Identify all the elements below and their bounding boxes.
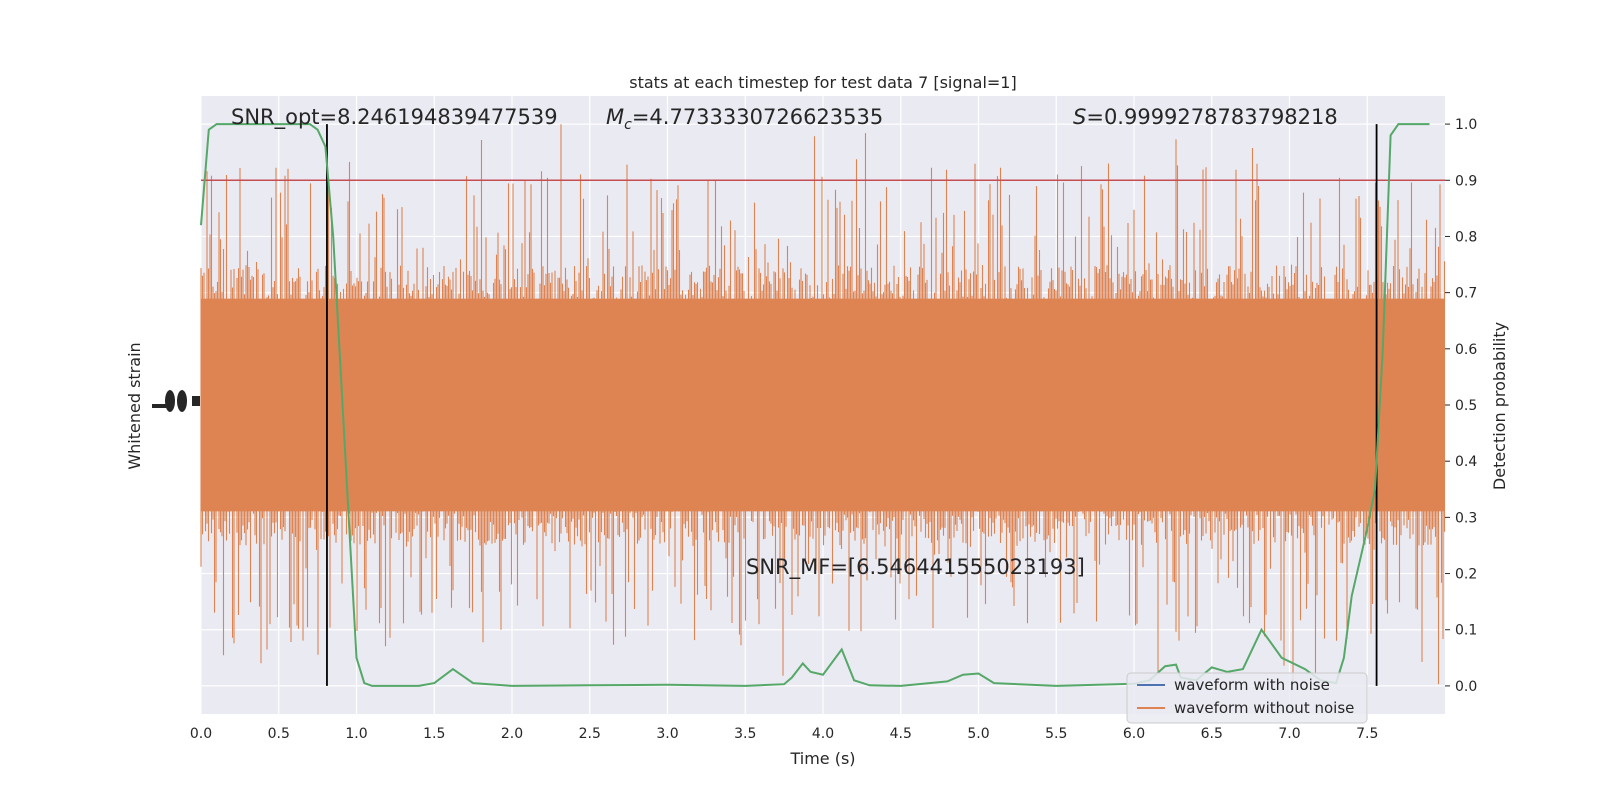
snr-opt-annotation: SNR_opt=8.246194839477539 [231, 105, 558, 130]
x-tick-label: 4.0 [812, 726, 834, 742]
mc-value: =4.7733330726623535 [632, 105, 883, 129]
x-tick-label: 2.0 [501, 726, 523, 742]
x-tick-label: 1.0 [345, 726, 367, 742]
tick-labels: 0.0 0.5 1.0 1.5 2.0 2.5 3.0 3.5 4.0 4.5 5.0 5.5 6.0 6… [190, 117, 1477, 742]
x-tick-label: 3.0 [656, 726, 678, 742]
s-annotation: S=0.9999278783798218 [1073, 105, 1338, 129]
x-tick-label: 5.5 [1045, 726, 1067, 742]
legend-box [1126, 672, 1368, 724]
x-tick-label: 5.0 [967, 726, 989, 742]
s-value: =0.9999278783798218 [1086, 105, 1337, 129]
legend-label-with-noise: waveform with noise [1174, 676, 1330, 694]
y-tick-label-right: 0.3 [1455, 510, 1477, 526]
snr-mf-annotation: SNR_MF=[6.546441555023193] [746, 555, 1085, 580]
y-axis-label-right: Detection probability [1490, 322, 1509, 490]
y-tick-label-right: 0.5 [1455, 398, 1477, 414]
y-tick-label-right: 0.4 [1455, 454, 1477, 470]
x-tick-label: 0.0 [190, 726, 212, 742]
x-tick-label: 3.5 [734, 726, 756, 742]
y-tick-label-right: 0.7 [1455, 286, 1477, 302]
y-tick-label-right: 0.1 [1455, 623, 1477, 639]
x-tick-label: 7.0 [1278, 726, 1300, 742]
x-tick-label: 7.5 [1356, 726, 1378, 742]
x-tick-label: 6.0 [1123, 726, 1145, 742]
x-tick-label: 1.5 [423, 726, 445, 742]
x-tick-label: 6.5 [1201, 726, 1223, 742]
s-symbol: S [1073, 105, 1086, 129]
y-tick-label-right: 0.0 [1455, 679, 1477, 695]
left-axis-collapsed-ticks [152, 390, 200, 412]
x-tick-label: 4.5 [890, 726, 912, 742]
y-tick-label-right: 0.6 [1455, 342, 1477, 358]
y-tick-label-right: 0.8 [1455, 229, 1477, 245]
strain-trace [200, 124, 1446, 685]
y-axis-label-left: Whitened strain [125, 342, 144, 469]
legend-label-without-noise: waveform without noise [1174, 699, 1354, 717]
x-tick-label: 0.5 [268, 726, 290, 742]
y-tick-label-right: 1.0 [1455, 117, 1477, 133]
x-axis-label: Time (s) [789, 749, 855, 768]
legend: waveform with noise waveform without noi… [1126, 672, 1368, 724]
waveform-without-noise-series [200, 124, 1446, 685]
mc-symbol: M [606, 105, 624, 129]
chart-title: stats at each timestep for test data 7 [… [629, 73, 1016, 92]
y-tick-label-right: 0.2 [1455, 567, 1477, 583]
x-tick-label: 2.5 [579, 726, 601, 742]
y-tick-label-right: 0.9 [1455, 173, 1477, 189]
mc-annotation: Mc=4.7733330726623535 [606, 105, 883, 133]
mc-subscript: c [624, 117, 632, 133]
